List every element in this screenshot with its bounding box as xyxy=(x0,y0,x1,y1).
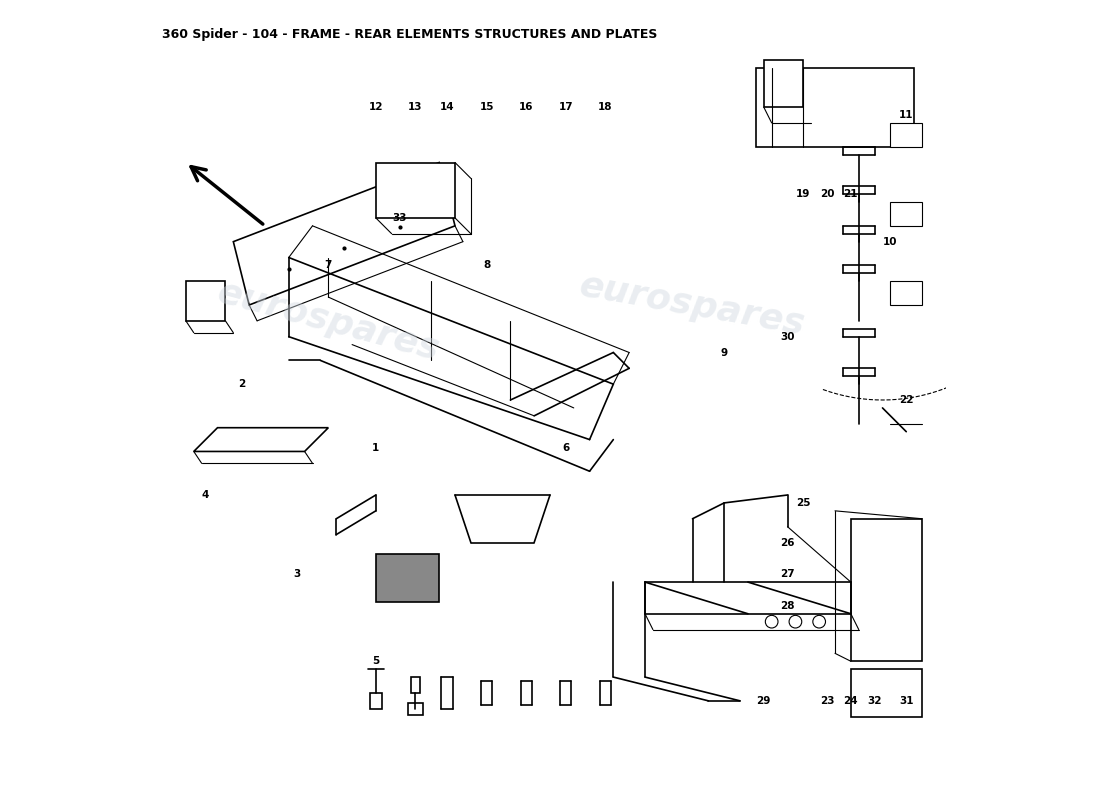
Text: 360 Spider - 104 - FRAME - REAR ELEMENTS STRUCTURES AND PLATES: 360 Spider - 104 - FRAME - REAR ELEMENTS… xyxy=(162,28,658,41)
Text: 13: 13 xyxy=(408,102,422,112)
Text: 12: 12 xyxy=(368,102,383,112)
Text: 6: 6 xyxy=(562,442,570,453)
Text: 19: 19 xyxy=(796,189,811,199)
Text: 18: 18 xyxy=(598,102,613,112)
Text: 4: 4 xyxy=(202,490,209,500)
Text: 3: 3 xyxy=(293,569,300,579)
Text: 33: 33 xyxy=(393,213,407,223)
Polygon shape xyxy=(890,282,922,305)
Text: 7: 7 xyxy=(324,261,332,270)
Text: 20: 20 xyxy=(820,189,834,199)
Polygon shape xyxy=(194,428,328,451)
Text: 17: 17 xyxy=(559,102,573,112)
Text: eurospares: eurospares xyxy=(578,269,808,342)
Text: 15: 15 xyxy=(480,102,494,112)
Polygon shape xyxy=(186,282,225,321)
Text: 26: 26 xyxy=(780,538,795,547)
Text: 21: 21 xyxy=(844,189,858,199)
Polygon shape xyxy=(850,518,922,662)
Polygon shape xyxy=(756,67,914,146)
Text: 8: 8 xyxy=(483,261,491,270)
Polygon shape xyxy=(850,669,922,717)
Text: 23: 23 xyxy=(820,696,834,706)
Polygon shape xyxy=(890,123,922,146)
Text: 29: 29 xyxy=(757,696,771,706)
Text: 11: 11 xyxy=(899,110,913,120)
Text: 1: 1 xyxy=(372,442,379,453)
Text: 31: 31 xyxy=(899,696,913,706)
Text: 14: 14 xyxy=(440,102,454,112)
Text: 16: 16 xyxy=(519,102,534,112)
Polygon shape xyxy=(376,162,455,218)
Polygon shape xyxy=(763,59,803,107)
Polygon shape xyxy=(233,162,455,305)
Polygon shape xyxy=(890,202,922,226)
Text: 10: 10 xyxy=(883,237,898,246)
Text: 28: 28 xyxy=(780,601,795,611)
Text: 25: 25 xyxy=(796,498,811,508)
Text: 32: 32 xyxy=(867,696,882,706)
Text: 30: 30 xyxy=(780,332,795,342)
Text: 9: 9 xyxy=(720,347,728,358)
Text: 24: 24 xyxy=(844,696,858,706)
Text: 22: 22 xyxy=(899,395,913,405)
Text: 2: 2 xyxy=(238,379,245,389)
Text: eurospares: eurospares xyxy=(213,275,443,367)
Polygon shape xyxy=(376,554,439,602)
Text: 5: 5 xyxy=(372,656,379,666)
Text: 27: 27 xyxy=(780,569,795,579)
